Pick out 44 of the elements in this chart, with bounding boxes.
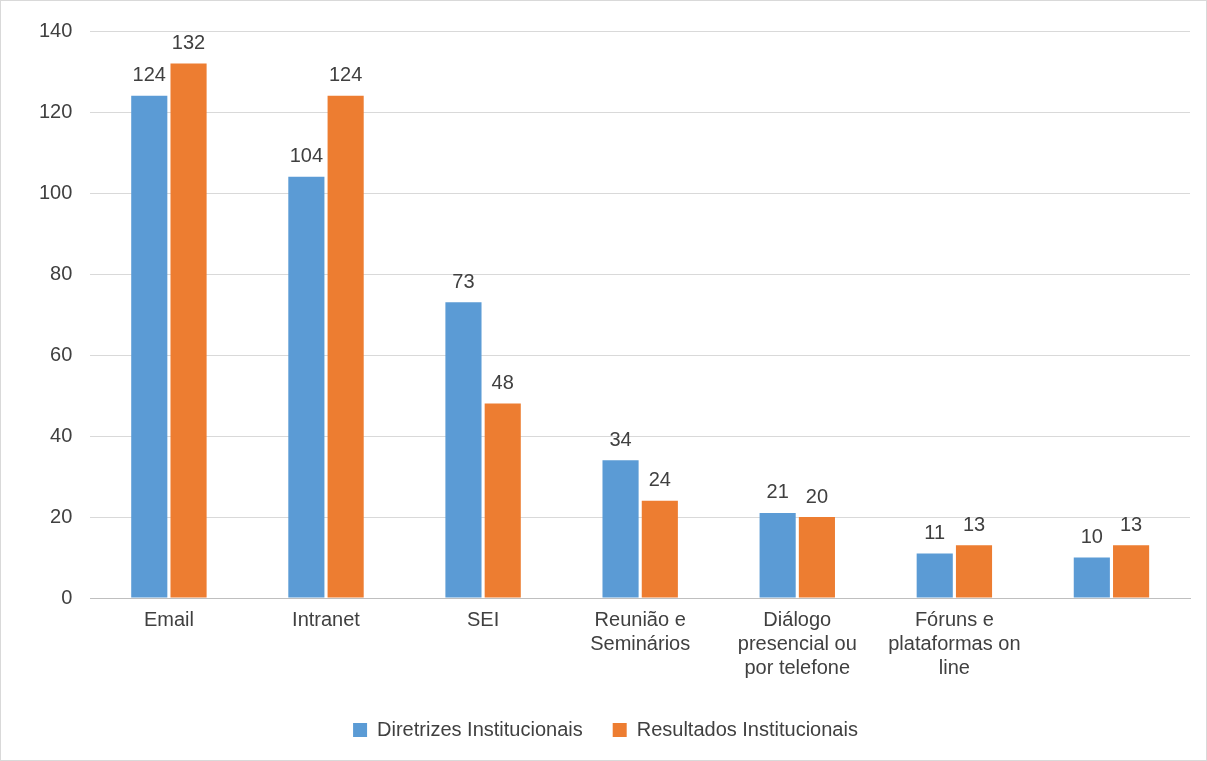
bar <box>759 512 796 598</box>
bar <box>131 95 168 598</box>
y-tick-label: 100 <box>38 180 73 203</box>
legend-label: Resultados Institucionais <box>636 717 858 740</box>
y-tick-label: 80 <box>50 261 73 284</box>
x-tick-label: Reunião e Seminários <box>590 607 691 654</box>
x-tick-label: Fóruns e plataformas on line <box>888 607 1021 678</box>
x-tick-label: Diálogo presencial ou por telefone <box>737 607 857 678</box>
bar <box>484 403 521 598</box>
y-tick-label: 60 <box>50 342 73 365</box>
data-label: 10 <box>1080 525 1103 548</box>
data-label: 21 <box>766 480 789 503</box>
data-label: 13 <box>962 512 986 535</box>
data-label: 48 <box>491 371 514 394</box>
y-tick-label: 140 <box>38 18 73 41</box>
data-label: 11 <box>924 520 946 543</box>
bar <box>641 500 678 598</box>
bar <box>1113 545 1150 598</box>
x-tick-label: Email <box>143 607 194 630</box>
data-label: 20 <box>805 484 829 507</box>
bar <box>1073 557 1110 598</box>
bar <box>445 302 482 598</box>
data-label: 73 <box>452 269 475 292</box>
data-label: 132 <box>171 30 206 53</box>
bar <box>327 95 364 598</box>
y-tick-label: 20 <box>50 504 73 527</box>
legend-label: Diretrizes Institucionais <box>377 717 583 740</box>
data-label: 124 <box>132 63 166 86</box>
bar <box>288 176 325 598</box>
y-tick-label: 120 <box>38 99 73 122</box>
bar <box>798 517 835 598</box>
data-label: 34 <box>609 427 632 450</box>
data-label: 24 <box>648 468 671 491</box>
y-tick-label: 0 <box>61 585 73 608</box>
bar <box>602 460 639 598</box>
bar <box>955 545 993 598</box>
data-label: 104 <box>289 144 324 167</box>
data-label: 13 <box>1119 512 1143 535</box>
bar <box>170 63 207 598</box>
bar <box>916 553 953 598</box>
y-tick-label: 40 <box>50 423 73 446</box>
x-tick-label: SEI <box>466 607 500 630</box>
x-tick-label: Intranet <box>292 607 361 630</box>
data-label: 124 <box>328 63 363 86</box>
